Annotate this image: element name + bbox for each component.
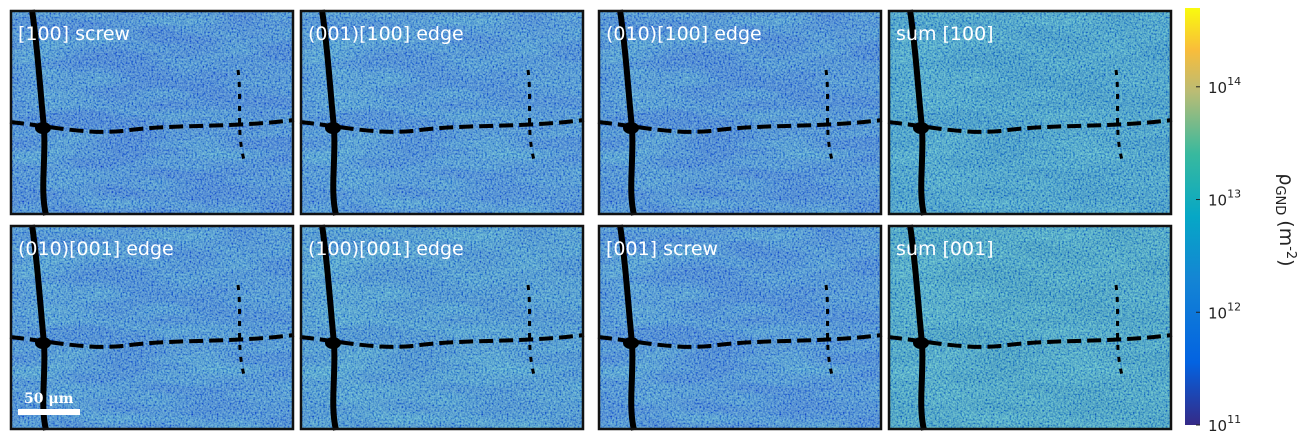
- colorbar-unit-close: ): [1275, 259, 1297, 266]
- map-panel: (010)[100] edge: [597, 9, 883, 216]
- grain-boundary: [887, 333, 1173, 349]
- panel-label: (010)[100] edge: [606, 23, 762, 45]
- grain-junction: [913, 122, 929, 134]
- map-speckle: [10, 225, 294, 430]
- map-speckle: [10, 10, 294, 215]
- colorbar-tick-label: 1011: [1208, 413, 1241, 435]
- map-speckle: [300, 10, 584, 215]
- map-frame: [299, 9, 585, 216]
- panels: [100] screw (001)[100] edge (010)[100] edg…: [9, 9, 1173, 431]
- grain-boundary: [299, 333, 585, 349]
- grain-boundary: [887, 118, 1173, 134]
- map-speckle: [888, 10, 1172, 215]
- map-panel: (100)[001] edge: [299, 224, 585, 431]
- tick-base: 10: [1208, 304, 1227, 322]
- map-frame: [597, 9, 883, 216]
- map-panel: (010)[001] edge: [9, 224, 295, 431]
- tick-exponent: 14: [1227, 75, 1241, 88]
- colorbar-tick-label: 1013: [1208, 188, 1241, 210]
- grain-boundary: [9, 333, 295, 349]
- panel-label: sum [001]: [896, 238, 994, 260]
- grain-junction: [913, 337, 929, 349]
- map-frame: [597, 224, 883, 431]
- map-speckle: [300, 225, 584, 430]
- map-frame: [887, 9, 1173, 216]
- colorbar-unit: (m: [1275, 220, 1297, 246]
- map-speckle: [598, 10, 882, 215]
- colorbar-symbol: ρ: [1275, 173, 1297, 185]
- tick-base: 10: [1208, 417, 1227, 435]
- colorbar-tick-label: 1014: [1208, 75, 1241, 97]
- map-panel: (001)[100] edge: [299, 9, 585, 216]
- map-frame: [9, 9, 295, 216]
- grain-boundary: [9, 118, 295, 134]
- panel-label: (001)[100] edge: [308, 23, 464, 45]
- grain-junction: [325, 122, 341, 134]
- tick-base: 10: [1208, 79, 1227, 97]
- grain-junction: [35, 122, 51, 134]
- tick-exponent: 12: [1227, 300, 1241, 313]
- map-speckle: [888, 225, 1172, 430]
- map-speckle: [598, 225, 882, 430]
- panel-label: sum [100]: [896, 23, 994, 45]
- map-panel: sum [100]: [887, 9, 1173, 216]
- grain-junction: [325, 337, 341, 349]
- tick-exponent: 11: [1227, 413, 1241, 426]
- map-panel: sum [001]: [887, 224, 1173, 431]
- grain-boundary: [299, 118, 585, 134]
- colorbar: [1185, 8, 1200, 425]
- tick-base: 10: [1208, 192, 1227, 210]
- panel-label: (100)[001] edge: [308, 238, 464, 260]
- colorbar-tick-label: 1012: [1208, 300, 1241, 322]
- panel-label: (010)[001] edge: [18, 238, 174, 260]
- map-frame: [299, 224, 585, 431]
- panel-label: [100] screw: [18, 23, 130, 45]
- map-frame: [9, 224, 295, 431]
- grain-junction: [35, 337, 51, 349]
- grain-boundary: [597, 333, 883, 349]
- tick-exponent: 13: [1227, 188, 1241, 201]
- map-frame: [887, 224, 1173, 431]
- colorbar-label: ρGND (m-2): [1272, 173, 1298, 266]
- grain-junction: [623, 122, 639, 134]
- map-panel: [100] screw: [9, 9, 295, 216]
- grain-junction: [623, 337, 639, 349]
- scale-bar: 50 μm: [18, 391, 80, 415]
- panel-label: [001] screw: [606, 238, 718, 260]
- colorbar-superscript: -2: [1283, 246, 1298, 259]
- map-panel: [001] screw: [597, 224, 883, 431]
- grain-boundary: [597, 118, 883, 134]
- scale-bar-line: [18, 409, 80, 415]
- scale-bar-label: 50 μm: [24, 391, 74, 407]
- colorbar-subscript: GND: [1272, 185, 1287, 215]
